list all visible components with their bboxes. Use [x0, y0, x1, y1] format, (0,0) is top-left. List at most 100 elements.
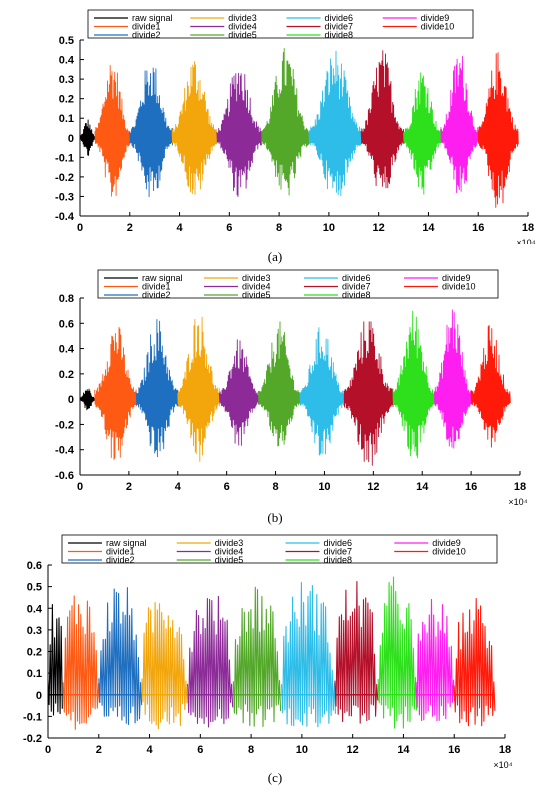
chart-a: -0.4 -0.3 -0.2 -0.1 0 0.1 0.2 0.3 0.4 0.5 0 2 4 6 8 10 1… [55, 9, 536, 244]
y-tick-label: 0.8 [59, 293, 74, 305]
series-divide7 [334, 580, 379, 724]
legend-label: divide4 [242, 282, 271, 292]
series-divide10 [477, 52, 519, 208]
y-tick-label: 0 [36, 690, 42, 702]
legend-label: divide9 [442, 273, 471, 283]
legend-label: divide8 [342, 290, 371, 300]
series-trace [218, 339, 259, 446]
y-tick-label: 0.2 [59, 369, 74, 381]
x-multiplier-label: ×10⁴ [493, 760, 512, 768]
legend-label: divide2 [142, 290, 171, 300]
series-trace [392, 310, 436, 459]
series-divide6 [299, 327, 345, 456]
legend-label: divide3 [228, 13, 257, 23]
legend-label: divide5 [215, 555, 244, 565]
legend-label: divide4 [215, 547, 244, 557]
x-tick-label: 14 [397, 744, 410, 756]
y-tick-label: -0.2 [23, 733, 42, 745]
series-trace [257, 321, 301, 447]
x-tick-label: 4 [176, 222, 183, 234]
legend-label: divide10 [432, 547, 466, 557]
series-trace [47, 604, 63, 716]
y-tick-label: -0.2 [55, 419, 74, 431]
series-trace [453, 598, 496, 727]
legend-label: divide2 [106, 555, 135, 565]
series-divide8 [403, 72, 442, 195]
legend-label: divide1 [132, 22, 161, 32]
y-tick-label: 0.6 [59, 318, 74, 330]
series-trace [94, 64, 131, 197]
y-tick-label: 0.4 [59, 344, 75, 356]
caption-b: (b) [267, 510, 283, 525]
legend-label: divide3 [242, 273, 271, 283]
legend-label: raw signal [132, 13, 173, 23]
series-trace [187, 595, 234, 728]
legend-label: divide7 [324, 547, 353, 557]
series-trace [415, 598, 456, 722]
x-tick-label: 4 [146, 744, 153, 756]
chart-panel-b: -0.6 -0.4 -0.2 0 0.2 0.4 0.6 0.8 0 2 4 6 8 10 12 14 16 18… [0, 268, 550, 524]
series-divide5 [232, 586, 282, 728]
series-trace [334, 580, 379, 724]
x-tick-label: 14 [422, 222, 435, 234]
y-tick-label: 0 [68, 394, 74, 406]
x-tick-label: 2 [96, 744, 102, 756]
x-tick-label: 18 [499, 744, 511, 756]
x-tick-label: 0 [77, 222, 83, 234]
series-trace [177, 316, 221, 462]
series-trace [135, 319, 179, 458]
legend-label: divide6 [325, 13, 354, 23]
x-tick-label: 8 [272, 481, 278, 493]
x-tick-label: 0 [77, 481, 83, 493]
legend-label: divide10 [442, 282, 476, 292]
y-tick-label: 0.6 [27, 560, 42, 572]
x-tick-label: 0 [45, 744, 51, 756]
series-trace [403, 72, 442, 195]
series-divide4 [218, 339, 259, 446]
series-raw-signal [47, 604, 64, 716]
x-tick-label: 14 [416, 481, 429, 493]
series-divide7 [360, 50, 405, 189]
x-tick-label: 10 [318, 481, 330, 493]
legend-label: divide9 [421, 13, 450, 23]
y-tick-label: 0.3 [59, 74, 74, 86]
legend-label: divide1 [142, 282, 171, 292]
legend-label: divide4 [228, 22, 257, 32]
y-tick-label: -0.2 [55, 172, 74, 184]
legend-box [97, 269, 499, 299]
y-tick-label: -0.4 [55, 211, 75, 223]
series-trace [433, 309, 472, 449]
y-tick-label: 0.3 [27, 625, 42, 637]
legend-label: divide7 [342, 282, 371, 292]
x-tick-label: 10 [323, 222, 335, 234]
chart-b: -0.6 -0.4 -0.2 0 0.2 0.4 0.6 0.8 0 2 4 6 8 10 12 14 16 18… [55, 269, 528, 506]
series-trace [470, 324, 511, 448]
series-divide1 [94, 64, 131, 197]
chart-panel-a: -0.4 -0.3 -0.2 -0.1 0 0.1 0.2 0.3 0.4 0.5 0 2 4 6 8 10 1… [0, 0, 550, 268]
chart-panel-c: -0.2 -0.1 0 0.1 0.2 0.3 0.4 0.5 0.6 0 2 4 6 8 10 12 14 16… [0, 528, 550, 796]
x-tick-label: 12 [367, 481, 379, 493]
series-trace [141, 602, 188, 730]
series-divide1 [62, 595, 101, 730]
series-raw-signal [79, 119, 96, 156]
legend-label: divide2 [132, 30, 161, 40]
x-tick-label: 12 [347, 744, 359, 756]
x-tick-label: 16 [465, 481, 477, 493]
y-tick-label: 0.5 [27, 582, 42, 594]
x-tick-label: 6 [226, 222, 232, 234]
series-trace [261, 47, 310, 196]
series-divide9 [440, 55, 479, 193]
series-divide7 [343, 321, 394, 466]
series-trace [216, 72, 262, 198]
series-trace [171, 61, 218, 195]
series-divide5 [261, 47, 310, 196]
series-divide8 [377, 576, 418, 729]
series-divide6 [281, 582, 337, 728]
series-trace [477, 52, 519, 208]
series-divide2 [135, 319, 179, 458]
x-tick-label: 2 [127, 222, 133, 234]
series-trace [232, 586, 282, 728]
series-divide6 [308, 50, 363, 197]
